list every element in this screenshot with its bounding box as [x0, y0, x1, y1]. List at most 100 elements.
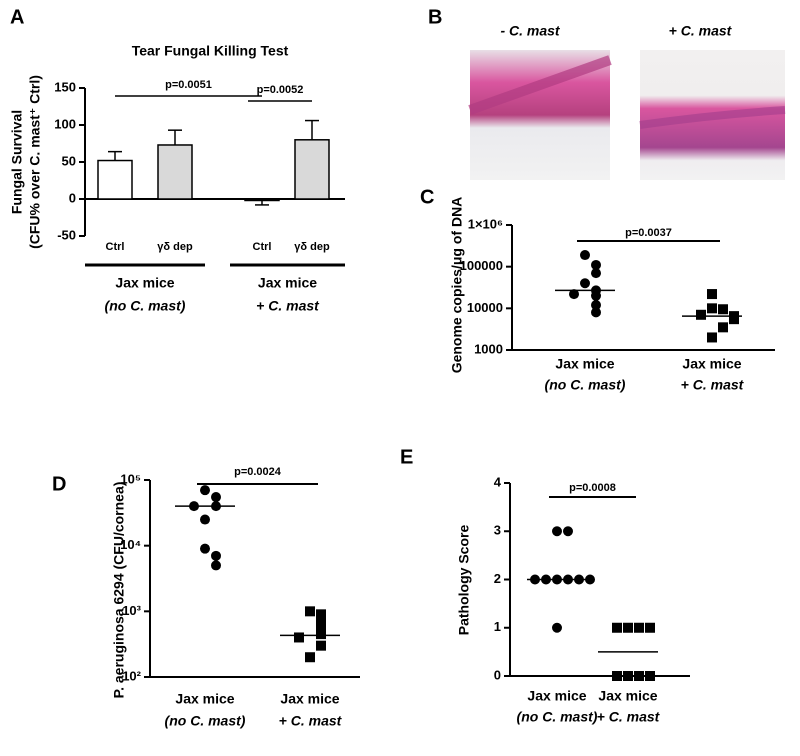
x-tick-label: (no C. mast) — [517, 709, 598, 725]
x-tick-label: (no C. mast) — [165, 713, 246, 729]
bar — [97, 159, 133, 200]
data-point — [623, 622, 633, 633]
x-tick-label: Jax mice — [555, 356, 614, 372]
x-tick-label: Jax mice — [598, 688, 657, 704]
data-point — [552, 622, 562, 633]
y-tick-label: 10² — [122, 668, 141, 683]
data-point — [591, 300, 601, 311]
x-tick-label: Ctrl — [106, 241, 125, 253]
data-point — [729, 314, 739, 325]
data-point — [563, 526, 573, 537]
p-value: p=0.0037 — [625, 227, 672, 239]
data-point — [591, 259, 601, 270]
data-point — [200, 485, 210, 496]
y-tick-label: 10000 — [467, 300, 503, 315]
panel-letter: E — [400, 446, 413, 468]
data-point — [316, 629, 326, 640]
p-value: p=0.0052 — [257, 84, 304, 96]
data-point — [580, 278, 590, 289]
data-point — [591, 307, 601, 318]
data-point — [718, 304, 728, 315]
panel-b: B - C. mast + C. mast — [428, 6, 786, 180]
x-tick-label: γδ dep — [294, 241, 330, 253]
data-point — [294, 632, 304, 643]
x-tick-label: + C. mast — [279, 713, 343, 729]
p-value: p=0.0008 — [569, 482, 616, 494]
data-point — [211, 492, 221, 503]
y-axis-label: (CFU% over C. mast⁺ Ctrl) — [27, 75, 43, 249]
y-tick-label: 50 — [62, 153, 76, 168]
x-tick-label: + C. mast — [597, 709, 661, 725]
data-point — [707, 303, 717, 314]
y-tick-label: -50 — [57, 227, 76, 242]
x-tick-label: Jax mice — [527, 688, 586, 704]
y-tick-label: 150 — [54, 79, 76, 94]
y-axis-label: Genome copies/μg of DNA — [449, 197, 465, 374]
data-point — [634, 671, 644, 681]
data-point — [707, 332, 717, 343]
x-tick-label: Jax mice — [280, 691, 339, 707]
y-tick-label: 100 — [54, 116, 76, 131]
group-label: Jax mice — [115, 275, 174, 291]
panel-letter: D — [52, 473, 66, 495]
data-point — [200, 543, 210, 554]
data-point — [200, 514, 210, 525]
data-point — [623, 671, 633, 681]
x-tick-label: (no C. mast) — [545, 377, 626, 393]
data-point — [580, 250, 590, 261]
panel-letter: A — [10, 6, 24, 28]
group-label: + C. mast — [256, 298, 320, 314]
data-point — [696, 309, 706, 320]
group-label: Jax mice — [258, 275, 317, 291]
data-point — [645, 671, 655, 681]
data-point — [718, 322, 728, 333]
data-point — [316, 640, 326, 651]
y-tick-label: 2 — [494, 571, 501, 586]
x-tick-label: + C. mast — [681, 377, 745, 393]
x-tick-label: Jax mice — [682, 356, 741, 372]
x-tick-label: Ctrl — [253, 241, 272, 253]
y-tick-label: 10³ — [122, 603, 141, 618]
chart-title: Tear Fungal Killing Test — [132, 43, 289, 59]
bar — [244, 198, 280, 202]
x-tick-label: Jax mice — [175, 691, 234, 707]
y-tick-label: 3 — [494, 523, 501, 538]
image-label: + C. mast — [669, 23, 733, 39]
panel-letter: C — [420, 186, 434, 208]
p-value: p=0.0024 — [234, 466, 282, 478]
image-label: - C. mast — [500, 23, 560, 39]
y-tick-label: 10⁴ — [120, 537, 141, 552]
y-tick-label: 0 — [494, 667, 501, 682]
x-tick-label: γδ dep — [157, 241, 193, 253]
data-point — [591, 290, 601, 301]
group-label: (no C. mast) — [105, 298, 186, 314]
y-axis-label: Fungal Survival — [9, 110, 25, 214]
y-tick-label: 10⁵ — [120, 471, 141, 486]
data-point — [211, 550, 221, 561]
data-point — [569, 289, 579, 300]
panel-letter: B — [428, 6, 442, 28]
y-tick-label: 1×10⁶ — [468, 216, 503, 231]
data-point — [585, 574, 595, 585]
bar — [294, 139, 330, 200]
y-axis-label: P. aeruginosa 6294 (CFU/cornea) — [111, 482, 127, 699]
p-value: p=0.0051 — [165, 79, 212, 91]
data-point — [612, 622, 622, 633]
y-tick-label: 4 — [494, 474, 502, 489]
data-point — [316, 609, 326, 620]
data-point — [552, 526, 562, 537]
tissue-layer — [639, 106, 786, 129]
y-tick-label: 100000 — [460, 258, 503, 273]
y-tick-label: 0 — [69, 190, 76, 205]
y-tick-label: 1000 — [474, 341, 503, 356]
y-tick-label: 1 — [494, 619, 501, 634]
data-point — [707, 289, 717, 300]
tissue-layer — [468, 55, 612, 115]
data-point — [612, 671, 622, 681]
bar — [157, 144, 193, 200]
data-point — [316, 616, 326, 627]
data-point — [211, 560, 221, 571]
data-point — [305, 606, 315, 617]
y-axis-label: Pathology Score — [456, 525, 472, 636]
